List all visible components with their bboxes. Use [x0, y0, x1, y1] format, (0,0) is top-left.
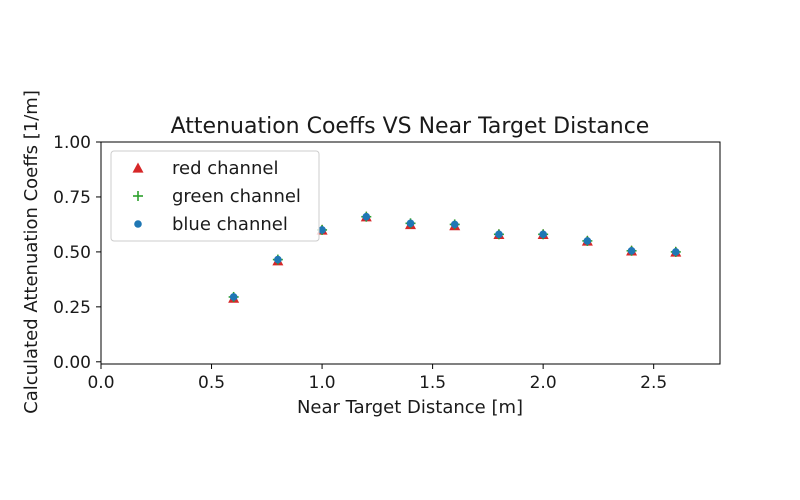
data-point: [671, 248, 680, 256]
data-point: [583, 237, 592, 245]
x-tick-label: 0.5: [198, 373, 225, 393]
series-2: [229, 212, 680, 301]
y-tick-label: 0.25: [53, 298, 91, 318]
legend-marker: [134, 220, 142, 228]
x-axis-ticks: 0.0 0.5 1.0 1.5 2.0 2.5: [87, 364, 667, 393]
x-tick-label: 2.5: [640, 373, 667, 393]
chart-title: Attenuation Coeffs VS Near Target Distan…: [171, 114, 650, 139]
x-tick-label: 0.0: [87, 373, 114, 393]
legend-label: red channel: [172, 158, 278, 179]
data-point: [362, 212, 371, 221]
y-axis-label: Calculated Attenuation Coeffs [1/m]: [21, 90, 42, 414]
y-tick-label: 1.00: [53, 133, 91, 153]
legend-label: green channel: [172, 186, 301, 207]
legend-label: blue channel: [172, 214, 288, 235]
x-tick-label: 1.5: [419, 373, 446, 393]
data-point: [229, 293, 238, 301]
y-tick-label: 0.50: [53, 243, 91, 263]
y-tick-label: 0.00: [53, 353, 91, 373]
data-point: [274, 255, 282, 264]
y-tick-label: 0.75: [53, 188, 91, 208]
plot-frame: [100, 141, 721, 365]
data-point: [495, 230, 503, 239]
legend-marker: [133, 191, 143, 201]
legend: red channel green channel blue channel: [110, 150, 320, 242]
data-point: [627, 247, 636, 255]
data-point: [539, 230, 547, 239]
legend-box: [110, 150, 320, 242]
data-point: [406, 219, 415, 228]
x-tick-label: 1.0: [309, 373, 336, 393]
legend-marker: [132, 162, 144, 173]
y-axis-ticks: 0.00 0.25 0.50 0.75 1.00: [53, 133, 101, 373]
data-point: [450, 220, 459, 229]
data-point: [318, 226, 326, 234]
x-tick-label: 2.0: [530, 373, 557, 393]
x-axis-label: Near Target Distance [m]: [297, 397, 523, 418]
